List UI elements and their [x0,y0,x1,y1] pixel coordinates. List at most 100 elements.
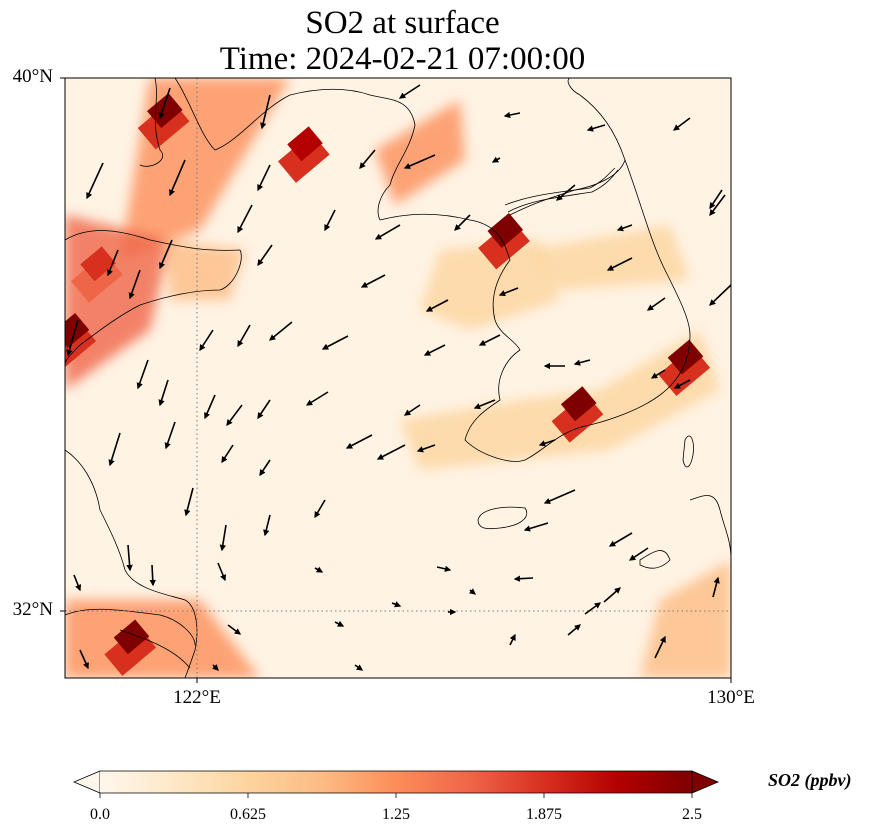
coastlines [65,78,731,678]
wind-arrow [650,369,666,379]
wind-arrow [473,399,496,410]
wind-arrow [257,164,271,192]
wind-arrow [603,587,621,603]
wind-arrow [398,84,421,99]
wind-arrow [345,434,373,449]
wind-arrow [169,159,186,197]
wind-arrow [237,204,253,234]
wind-arrow [672,117,691,131]
wind-arrow [217,562,227,582]
wind-arrow [608,532,633,547]
wind-arrow [334,620,345,627]
wind-arrow [584,602,602,615]
wind-arrow [159,239,173,270]
colorbar-extend-min [72,770,101,794]
wind-arrow [55,135,60,160]
wind-arrow [227,624,242,635]
wind-arrow [654,635,666,659]
wind-arrow [360,274,386,288]
so2-plume [400,330,720,470]
colorbar-gradient [100,771,692,793]
colorbar-tick-label: 0.625 [230,806,266,823]
so2-plume [165,240,245,300]
wind-arrow [376,444,406,460]
wind-arrow [164,421,176,450]
wind-arrow [354,664,364,671]
yalu-river [504,167,619,213]
wind-arrow [606,257,633,271]
wind-arrow [391,601,402,608]
coastline-china-east [65,449,198,678]
colorbar-tick-label: 2.5 [682,806,702,823]
wind-arrow [573,359,591,366]
map-title-line2: Time: 2024-02-21 07:00:00 [219,41,586,77]
wind-arrow [523,522,549,532]
wind-arrow [423,344,446,356]
wind-arrow [237,324,251,348]
wind-arrow [498,287,519,297]
wind-arrow [712,576,720,598]
wind-arrow [509,633,516,646]
so2-plume [420,240,560,330]
wind-arrow [403,154,436,169]
wind-arrow [108,432,121,467]
wind-arrow [73,574,82,592]
coastline-korea-west [379,213,691,462]
colorbar-tick-label: 1.875 [526,806,562,823]
so2-hotspot [80,246,116,282]
wind-arrow [128,269,141,300]
so2-hotspot [113,619,150,655]
wind-arrow [79,649,89,670]
wind-arrow [436,565,452,572]
wind-arrow [403,404,421,416]
so2-plume [375,100,465,205]
colorbar-tick-label: 1.25 [382,806,410,823]
wind-arrow [184,487,194,517]
so2-hotspot [487,213,524,248]
map-frame [64,77,732,679]
so2-plume [530,225,690,290]
wind-arrow [543,489,576,504]
wind-arrow [454,214,471,231]
wind-arrow [374,224,401,240]
wind-arrow [709,189,723,210]
colorbar-label: SO2 (ppbv) [768,770,852,790]
wind-arrow [586,124,606,132]
wind-arrow [257,399,271,420]
wind-arrow [709,194,726,217]
wind-arrow [269,321,293,341]
wind-arrow [158,379,169,407]
wind-arrow [416,444,436,453]
colorbar-extend-max [691,770,720,794]
wind-arrow [709,284,731,306]
so2-plume [640,560,731,678]
colorbar [72,770,720,798]
wind-arrow [425,299,449,312]
wind-arrow [136,359,149,390]
wind-arrow [324,209,336,232]
wind-arrow [212,664,219,671]
wind-arrow [158,87,171,120]
lon-tick-label-130e: 130°E [707,687,755,708]
wind-arrow [305,391,329,406]
wind-vectors [55,84,731,671]
so2-hotspot [65,312,90,348]
wind-arrow [314,499,326,519]
wind-arrow [263,514,271,537]
wind-arrow [199,329,214,352]
wind-arrow [491,156,501,163]
map-title-line1: SO2 at surface [305,5,500,41]
wind-arrow [314,566,324,573]
wind-arrow [673,379,691,389]
lon-tick-label-122e: 122°E [173,687,221,708]
wind-arrow [126,544,133,572]
wind-arrow [616,224,633,232]
map-plot-area [55,78,731,678]
coastline-liaoning [139,78,416,221]
wind-arrow [469,588,476,595]
coastline-kyushu [639,495,731,569]
wind-arrow [106,249,119,277]
wind-arrow [513,575,534,582]
so2-hotspot [147,93,183,128]
